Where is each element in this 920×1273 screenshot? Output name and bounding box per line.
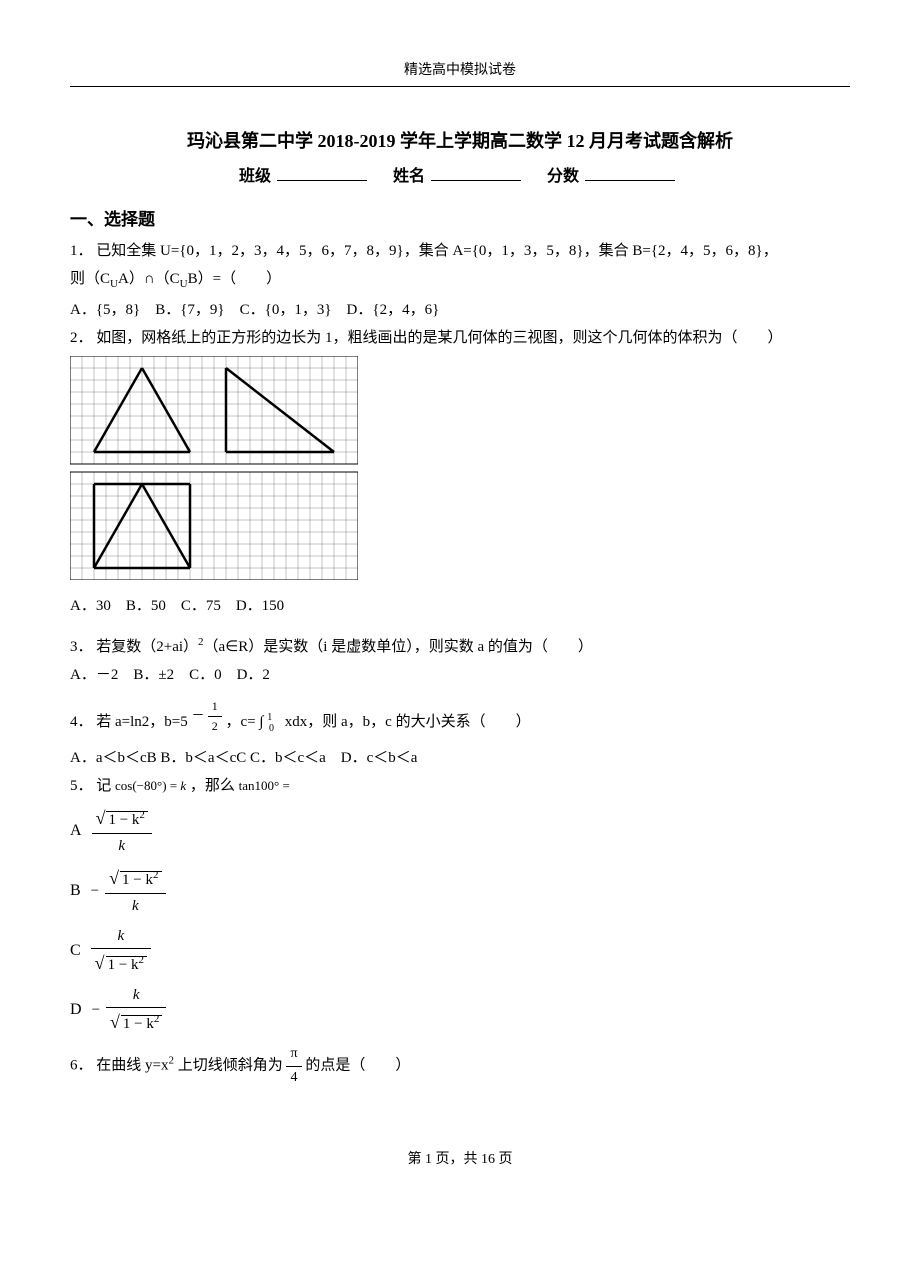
question-5: 5． 记 cos(−80°) = k ，那么 tan100° =	[70, 774, 850, 798]
q4-exp-den: 2	[208, 716, 222, 736]
exam-title: 玛沁县第二中学 2018-2019 学年上学期高二数学 12 月月考试题含解析	[70, 127, 850, 156]
q5-p2: ，那么	[190, 778, 235, 794]
section-1-header: 一、选择题	[70, 206, 850, 233]
three-view-svg	[70, 356, 358, 580]
q6-den: 4	[286, 1066, 301, 1089]
q6-p2: 上切线倾斜角为	[174, 1057, 283, 1073]
q1-cu2: C	[170, 271, 180, 287]
option-letter-b: B	[70, 878, 81, 904]
q5a-k: k	[118, 838, 125, 854]
q6-p3: 的点是（ ）	[305, 1057, 410, 1073]
q5a-sq: 2	[139, 809, 145, 821]
q1-a: A）∩（	[118, 271, 170, 287]
score-label: 分数	[547, 168, 579, 185]
q1-u1: U	[110, 278, 118, 290]
question-1-line2: 则（CUA）∩（CUB）=（ ）	[70, 267, 850, 294]
name-label: 姓名	[393, 168, 425, 185]
question-3: 3． 若复数（2+ai）2（a∈R）是实数（i 是虚数单位），则实数 a 的值为…	[70, 634, 850, 659]
q5-cos: cos(−80°) =	[115, 778, 180, 793]
q5c-sq: 2	[139, 954, 145, 966]
name-blank	[431, 180, 521, 181]
q5b-k: k	[132, 898, 139, 914]
question-4-options: A．a＜b＜cB B．b＜a＜cC C．b＜c＜a D．c＜b＜a	[70, 746, 850, 770]
q4-exp-num: 1	[208, 697, 222, 716]
option-letter-a: A	[70, 818, 82, 844]
q1-stem: 1． 已知全集 U={0，1，2，3，4，5，6，7，8，9}，集合 A={0，…	[70, 243, 778, 259]
q5-option-b: B − √1 − k2 k	[70, 864, 850, 918]
header-note: 精选高中模拟试卷	[70, 60, 850, 82]
q6-p1: 6． 在曲线 y=x	[70, 1057, 168, 1073]
q6-pi: π	[286, 1043, 301, 1065]
question-2-options: A．30 B．50 C．75 D．150	[70, 594, 850, 618]
question-3-options: A．－2 B．±2 C．0 D．2	[70, 663, 850, 687]
question-1-options: A．{5，8} B．{7，9} C．{0，1，3} D．{2，4，6}	[70, 298, 850, 322]
q5-option-a: A √1 − k2 k	[70, 804, 850, 858]
option-letter-d: D	[70, 997, 82, 1023]
q5d-sq: 2	[154, 1013, 160, 1025]
q5b-sqrt: 1 − k	[122, 872, 153, 888]
q5a-sqrt: 1 − k	[108, 812, 139, 828]
q4-int-up: 1	[267, 712, 272, 723]
option-letter-c: C	[70, 938, 81, 964]
q5d-sqrt: 1 − k	[123, 1016, 154, 1032]
page-footer: 第 1 页，共 16 页	[70, 1149, 850, 1171]
score-blank	[585, 180, 675, 181]
q3-p1: 3． 若复数（2+ai）	[70, 639, 198, 655]
q5-tan: tan100° =	[239, 778, 290, 793]
header-divider	[70, 86, 850, 87]
q1-b: B）=（ ）	[188, 271, 281, 287]
q4-p3: xdx，则 a，b，c 的大小关系（ ）	[285, 714, 531, 730]
q1-cu1: C	[100, 271, 110, 287]
q4-int-low: 0	[269, 723, 274, 734]
student-info-line: 班级 姓名 分数	[70, 164, 850, 190]
question-1: 1． 已知全集 U={0，1，2，3，4，5，6，7，8，9}，集合 A={0，…	[70, 239, 850, 263]
q1-l2-prefix: 则（	[70, 271, 100, 287]
q5-option-d: D − k √1 − k2	[70, 983, 850, 1037]
q3-p2: （a∈R）是实数（i 是虚数单位），则实数 a 的值为（ ）	[204, 639, 593, 655]
question-2-figure	[70, 356, 850, 588]
q1-u2: U	[180, 278, 188, 290]
question-4: 4． 若 a=ln2，b=5 － 1 2 ，c= ∫ 1 0 xdx，则 a，b…	[70, 703, 850, 742]
question-2: 2． 如图，网格纸上的正方形的边长为 1，粗线画出的是某几何体的三视图，则这个几…	[70, 326, 850, 350]
q5d-k: k	[133, 987, 140, 1003]
q4-neg: －	[192, 707, 205, 722]
q5b-sq: 2	[153, 869, 159, 881]
q4-p1: 4． 若 a=ln2，b=5	[70, 714, 188, 730]
class-label: 班级	[239, 168, 271, 185]
question-6: 6． 在曲线 y=x2 上切线倾斜角为 π 4 的点是（ ）	[70, 1043, 850, 1089]
class-blank	[277, 180, 367, 181]
q5c-k: k	[118, 928, 125, 944]
q5-p1: 5． 记	[70, 778, 111, 794]
q5-k: k	[180, 778, 186, 793]
q4-p2: ，c= ∫	[226, 714, 264, 730]
q5c-sqrt: 1 − k	[108, 957, 139, 973]
q5-option-c: C k √1 − k2	[70, 924, 850, 978]
